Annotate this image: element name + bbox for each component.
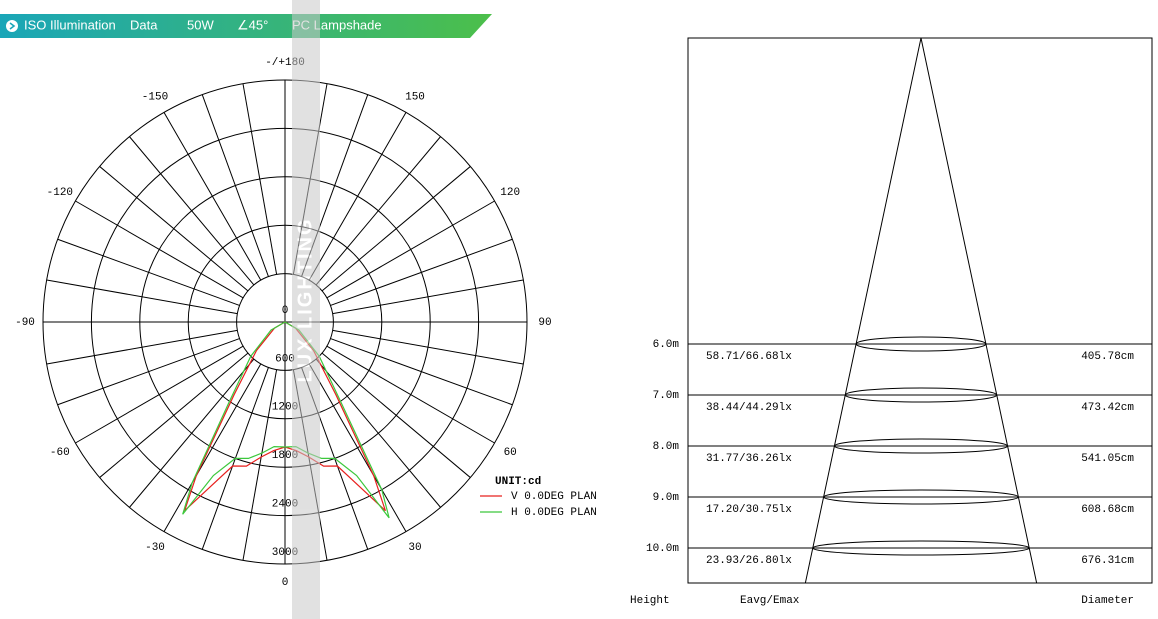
beam-ellipse: [855, 336, 987, 352]
cone-outline: [804, 37, 1038, 584]
watermark: LUX LIGHTING: [292, 0, 320, 619]
ring: [236, 273, 334, 371]
footer-label: Height: [630, 595, 670, 607]
diameter-label: 473.42cm: [1081, 402, 1134, 414]
height-label: 6.0m: [653, 339, 680, 351]
header-title: ISO Illumination: [24, 17, 116, 32]
angle-tick-label: 0: [282, 577, 289, 589]
beam-ellipse: [823, 489, 1019, 505]
header-power: 50W: [187, 17, 214, 32]
legend-label: V 0.0DEG PLAN: [511, 491, 597, 503]
ring: [187, 224, 383, 420]
angle-tick-label: -60: [50, 447, 70, 459]
height-label: 7.0m: [653, 390, 680, 402]
radial-tick-label: 3000: [272, 547, 298, 559]
beam-ellipse: [844, 387, 998, 403]
angle-tick-label: 90: [538, 317, 551, 329]
radial-tick-label: 600: [275, 353, 295, 365]
diameter-label: 608.68cm: [1081, 504, 1134, 516]
header-angle: ∠45°: [237, 17, 268, 32]
radial-tick-label: 2400: [272, 499, 298, 511]
ring: [42, 79, 528, 565]
ring: [90, 127, 480, 517]
beam-ellipse: [812, 540, 1030, 556]
radial-tick-label: 0: [282, 305, 289, 317]
illuminance-label: 58.71/66.68lx: [706, 351, 792, 363]
angle-tick-label: -120: [47, 187, 73, 199]
angle-tick-label: 150: [405, 92, 425, 104]
angle-tick-label: 120: [500, 187, 520, 199]
cone-diagram: 6.0m 58.71/66.68lx 405.78cm 7.0m 38.44/44.29…: [630, 37, 1152, 607]
radial-tick-label: 1200: [272, 402, 298, 414]
height-label: 8.0m: [653, 441, 680, 453]
illuminance-label: 38.44/44.29lx: [706, 402, 792, 414]
diameter-label: 541.05cm: [1081, 453, 1134, 465]
watermark-text: LUX LIGHTING: [294, 217, 316, 382]
unit-label: UNIT:cd: [495, 476, 541, 488]
header-icon: [6, 20, 18, 32]
beam-ellipse: [833, 438, 1009, 454]
ring: [139, 176, 431, 468]
height-label: 9.0m: [653, 492, 680, 504]
illuminance-label: 31.77/36.26lx: [706, 453, 792, 465]
height-label: 10.0m: [646, 543, 679, 555]
footer-label: Diameter: [1081, 595, 1134, 607]
radial-tick-label: 1800: [272, 450, 298, 462]
watermark-band: [292, 0, 320, 619]
footer-label: Eavg/Emax: [740, 595, 800, 607]
diameter-label: 676.31cm: [1081, 555, 1134, 567]
polar-chart: 060012001800240030000306090120150-/+180-…: [15, 57, 597, 589]
angle-tick-label: 30: [408, 542, 421, 554]
angle-tick-label: 60: [504, 447, 517, 459]
header-icon-arrow: [9, 22, 16, 30]
cone-frame: [687, 37, 1153, 584]
legend-label: H 0.0DEG PLAN: [511, 507, 597, 519]
intensity-curve: [182, 321, 390, 519]
illuminance-label: 23.93/26.80lx: [706, 555, 792, 567]
angle-tick-label: -30: [145, 542, 165, 554]
header-subtitle: Data: [130, 17, 158, 32]
diameter-label: 405.78cm: [1081, 351, 1134, 363]
header-banner: [0, 14, 492, 38]
angle-tick-label: -150: [142, 92, 168, 104]
angle-tick-label: -90: [15, 317, 35, 329]
illuminance-label: 17.20/30.75lx: [706, 504, 792, 516]
